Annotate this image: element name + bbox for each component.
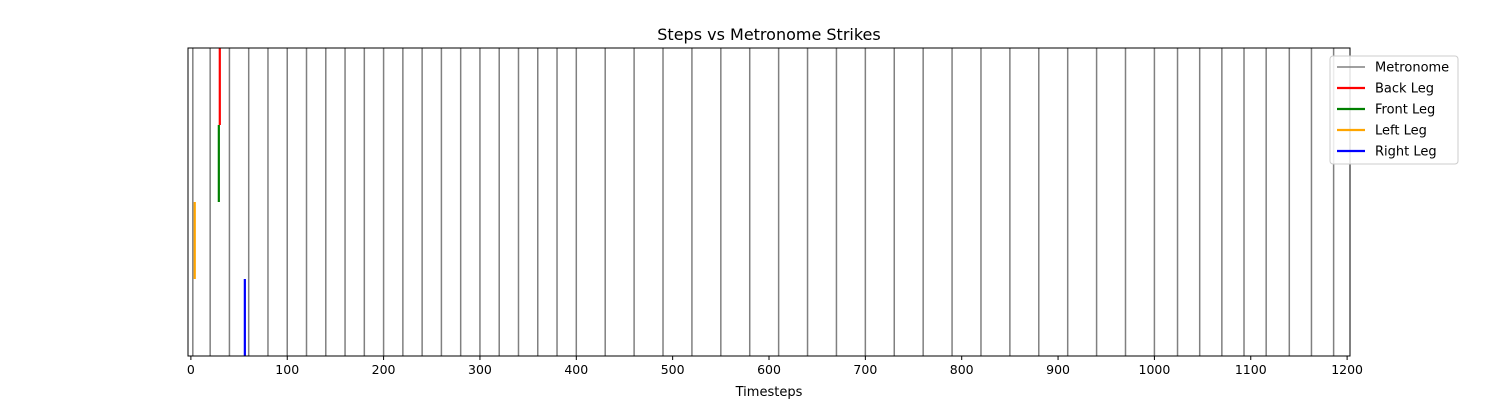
legend: Metronome Back Leg Front Leg Left Leg Right … bbox=[1329, 55, 1459, 165]
x-tick-label: 100 bbox=[275, 362, 299, 377]
legend-label: Left Leg bbox=[1375, 124, 1427, 139]
x-tick-label: 0 bbox=[187, 362, 195, 377]
plot-area bbox=[187, 47, 1351, 357]
legend-label: Metronome bbox=[1375, 61, 1449, 76]
legend-label: Back Leg bbox=[1375, 82, 1434, 97]
x-tick-label: 1200 bbox=[1331, 362, 1363, 377]
plot-frame bbox=[187, 47, 1351, 357]
x-axis-label: Timesteps bbox=[735, 385, 803, 400]
legend-label: Right Leg bbox=[1375, 145, 1437, 160]
legend-box bbox=[1329, 55, 1459, 165]
x-tick-label: 400 bbox=[564, 362, 588, 377]
x-tick-label: 300 bbox=[468, 362, 492, 377]
chart-title: Steps vs Metronome Strikes bbox=[657, 25, 880, 44]
x-tick-label: 200 bbox=[372, 362, 396, 377]
x-tick-label: 600 bbox=[757, 362, 781, 377]
x-tick-label: 1100 bbox=[1235, 362, 1267, 377]
x-axis: 0 100 200 300 400 500 600 700 800 900 1000 1100 1200 bbox=[187, 356, 1363, 377]
x-tick-label: 500 bbox=[661, 362, 685, 377]
x-tick-label: 700 bbox=[853, 362, 877, 377]
legend-label: Front Leg bbox=[1375, 103, 1435, 118]
x-tick-label: 800 bbox=[950, 362, 974, 377]
x-tick-label: 900 bbox=[1046, 362, 1070, 377]
x-tick-label: 1000 bbox=[1139, 362, 1171, 377]
